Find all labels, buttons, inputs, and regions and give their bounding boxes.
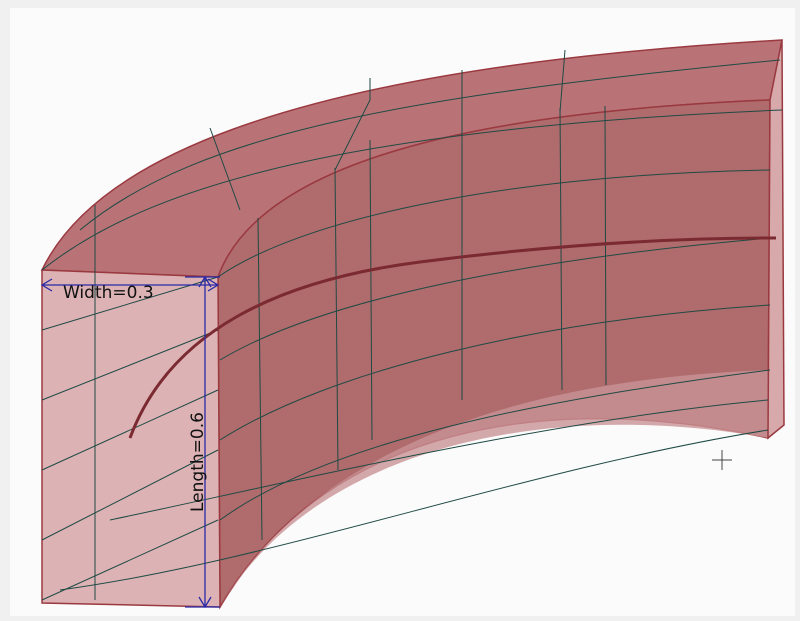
viewport: Width=0.3 Length=0.6: [0, 0, 800, 621]
dimension-label: Width=0.3: [63, 283, 154, 303]
dimension-label: Length=0.6: [188, 412, 208, 512]
